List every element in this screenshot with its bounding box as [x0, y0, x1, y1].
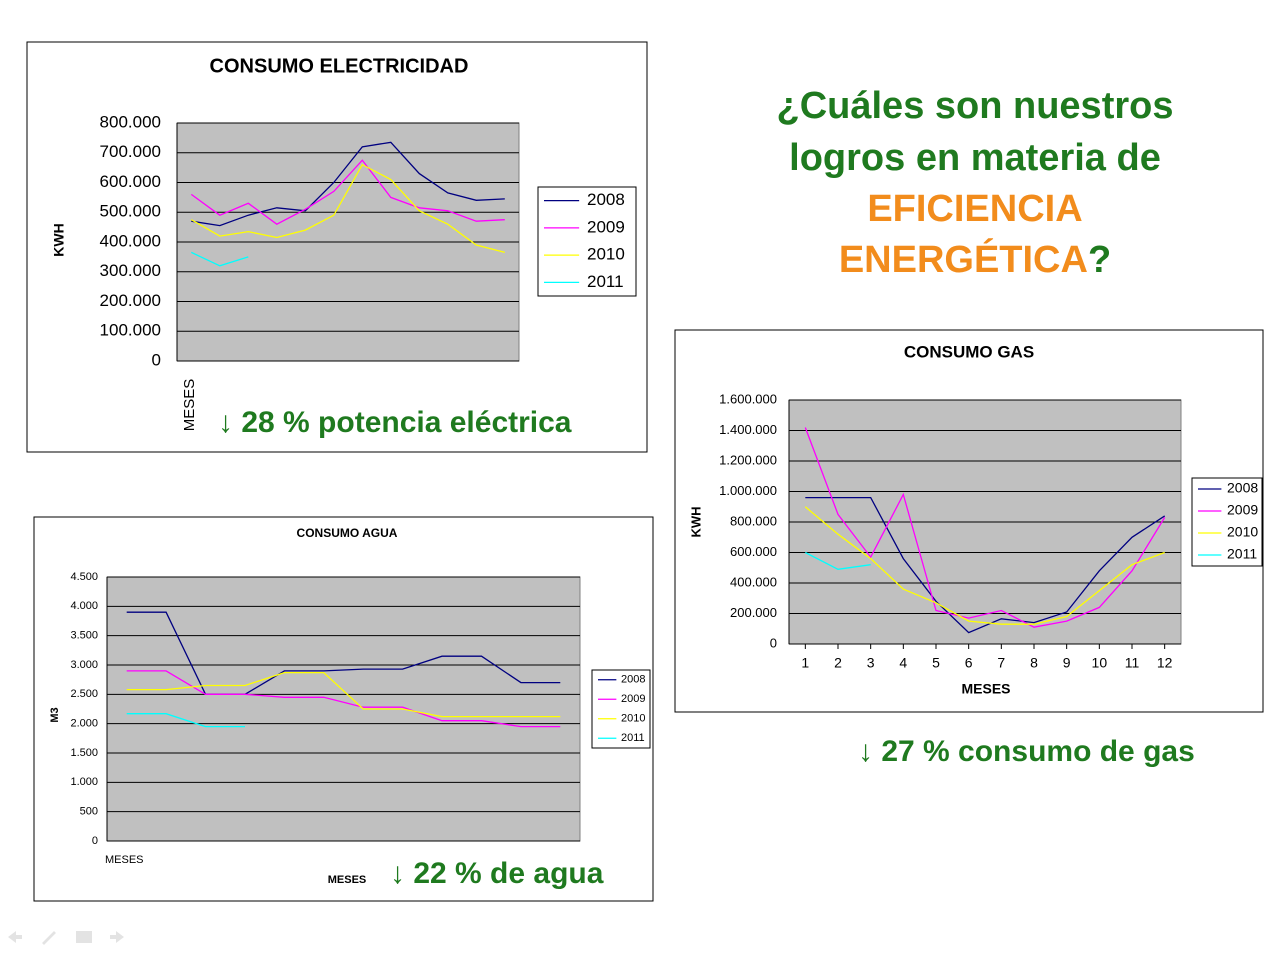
heading-last-line: ENERGÉTICA?: [839, 237, 1111, 281]
annotation: ↓ 22 % de agua: [390, 857, 604, 890]
y-axis-label: KWH: [51, 223, 67, 256]
x-axis-label: MESES: [328, 874, 367, 886]
series-line: [126, 713, 245, 728]
heading-line: logros en materia de: [789, 137, 1161, 179]
x-tick-label: 7: [997, 655, 1005, 671]
y-tick-label: 2.500: [70, 688, 98, 700]
nav-prev[interactable]: [8, 931, 22, 943]
x-tick-label: 5: [932, 655, 940, 671]
y-tick-label: 2.000: [70, 718, 98, 730]
y-tick-label: 4.500: [70, 571, 98, 583]
series-line: [190, 159, 505, 225]
x-tick-label: 8: [1030, 655, 1038, 671]
y-tick-label: 1.000: [70, 776, 98, 788]
legend-label: 2008: [1227, 480, 1258, 496]
heading-highlight: EFICIENCIA: [867, 188, 1082, 230]
legend-label: 2008: [621, 674, 645, 686]
x-tick-label: 1: [801, 655, 809, 671]
heading-line: ¿Cuáles son nuestros: [777, 85, 1174, 127]
legend-label: 2009: [621, 693, 645, 705]
series-line: [804, 506, 1165, 625]
series-line: [126, 611, 561, 695]
y-axis-label: M3: [49, 707, 61, 722]
heading-end: ?: [1088, 239, 1111, 281]
heading: ¿Cuáles son nuestros logros en materia d…: [777, 85, 1174, 281]
series-line: [191, 251, 249, 267]
y-tick-label: 700.000: [100, 142, 161, 161]
legend-box: [537, 186, 637, 297]
y-tick-label: 200.000: [730, 605, 777, 620]
plot-area: [106, 576, 581, 842]
y-tick-label: 600.000: [730, 544, 777, 559]
legend-label: 2010: [587, 245, 625, 264]
y-tick-label: 800.000: [730, 513, 777, 528]
y-tick-label: 100.000: [100, 321, 161, 340]
legend-label: 2011: [621, 732, 645, 744]
y-tick-label: 3.000: [70, 659, 98, 671]
series-line: [190, 163, 505, 254]
chart-title: CONSUMO AGUA: [297, 526, 398, 540]
y-axis-label: KWH: [688, 506, 703, 537]
legend-label: 2009: [1227, 502, 1258, 518]
y-tick-label: 0: [770, 635, 777, 650]
series-line: [126, 670, 561, 728]
legend-box: [1191, 477, 1263, 567]
nav-next[interactable]: [110, 931, 124, 943]
y-tick-label: 1.500: [70, 747, 98, 759]
chart: CONSUMO ELECTRICIDAD 0 100.000 200.000 300.0…: [26, 41, 648, 453]
x-axis-label: MESES: [961, 681, 1010, 697]
chart-title: CONSUMO ELECTRICIDAD: [210, 55, 469, 77]
y-tick-label: 400.000: [100, 231, 161, 250]
nav-pen[interactable]: [42, 931, 56, 945]
nav-icons[interactable]: [8, 931, 124, 945]
series-line: [191, 141, 505, 227]
x-tick-label: 12: [1157, 655, 1173, 671]
legend-label: 2011: [587, 272, 624, 291]
series-line: [126, 671, 561, 718]
annotation: ↓ 28 % potencia eléctrica: [218, 406, 572, 439]
legend-label: 2010: [621, 713, 645, 725]
y-tick-label: 500: [80, 806, 98, 818]
chart-title: CONSUMO GAS: [904, 342, 1034, 361]
y-tick-label: 3.500: [70, 630, 98, 642]
x-tick-label: 4: [899, 655, 907, 671]
x-tick-label: MESES: [105, 854, 144, 866]
series-line: [805, 496, 1166, 634]
y-tick-label: 0: [92, 835, 98, 847]
y-tick-label: 400.000: [730, 574, 777, 589]
legend-label: 2008: [587, 190, 625, 209]
x-tick-label: 3: [867, 655, 875, 671]
x-tick-label: 10: [1092, 655, 1108, 671]
series-line: [805, 551, 871, 570]
y-tick-label: 1.000.000: [719, 483, 777, 498]
chart: CONSUMO AGUA 0 500 1.000 1.500 2.000 2.500 3.00…: [33, 516, 654, 902]
y-tick-label: 1.400.000: [719, 422, 777, 437]
y-tick-label: 1.600.000: [719, 391, 777, 406]
series-line: [804, 427, 1166, 628]
x-axis-label: MESES: [181, 379, 198, 432]
y-tick-label: 300.000: [100, 261, 161, 280]
legend-label: 2009: [587, 217, 625, 236]
nav-menu[interactable]: [76, 931, 92, 943]
x-tick-label: 6: [965, 655, 973, 671]
annotation: ↓ 27 % consumo de gas: [858, 735, 1195, 768]
y-tick-label: 0: [152, 350, 161, 369]
chart: CONSUMO GAS 0 200.000 400.000 600.000 800.000…: [674, 329, 1264, 768]
y-tick-label: 4.000: [70, 600, 98, 612]
x-tick-label: 11: [1125, 655, 1140, 671]
legend-box: [591, 669, 651, 749]
y-tick-label: 600.000: [100, 172, 161, 191]
legend-label: 2010: [1227, 524, 1258, 540]
legend-label: 2011: [1227, 546, 1257, 562]
x-tick-label: 9: [1063, 655, 1071, 671]
y-tick-label: 1.200.000: [719, 452, 777, 467]
y-tick-label: 200.000: [100, 291, 161, 310]
x-tick-label: 2: [834, 655, 842, 671]
y-tick-label: 500.000: [100, 202, 161, 221]
heading-highlight: ENERGÉTICA: [839, 237, 1088, 281]
y-tick-label: 800.000: [100, 112, 161, 131]
